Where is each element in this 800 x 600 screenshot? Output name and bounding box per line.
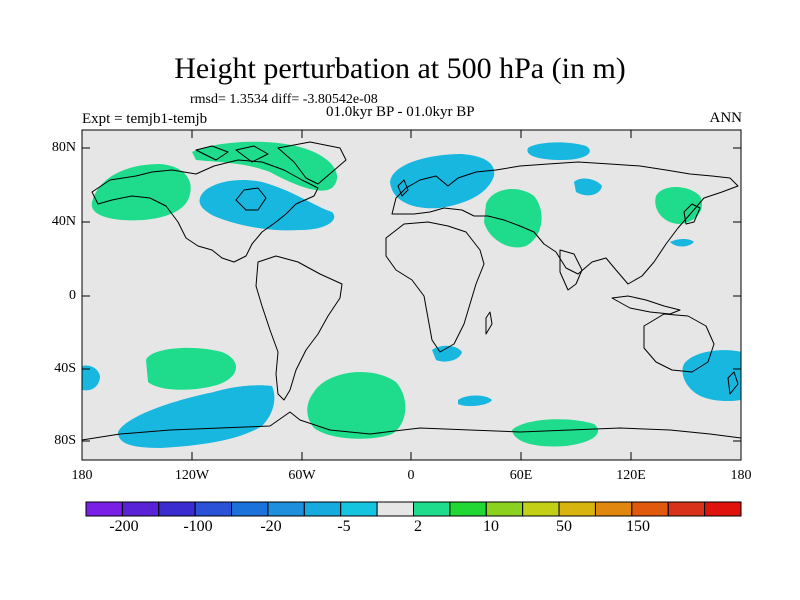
colorbar-label: 2 bbox=[414, 518, 422, 535]
anomaly-middle-east bbox=[484, 189, 542, 248]
coast-japan bbox=[683, 203, 701, 225]
coast-hudson-bay bbox=[235, 187, 267, 211]
colorbar-box bbox=[449, 501, 487, 517]
colorbar-box bbox=[340, 501, 378, 517]
coast-new-zealand bbox=[727, 371, 739, 395]
coast-india bbox=[559, 249, 583, 291]
anomaly-japan bbox=[655, 187, 702, 224]
colorbar-box bbox=[704, 501, 742, 517]
anomaly-south-indian-small bbox=[458, 395, 492, 407]
colorbar-box bbox=[376, 501, 415, 517]
colorbar-box bbox=[231, 501, 269, 517]
colorbar-box bbox=[667, 501, 706, 517]
coast-south-america bbox=[255, 255, 343, 401]
anomaly-tasman bbox=[682, 350, 741, 402]
anomaly-indian-south bbox=[512, 419, 599, 447]
colorbar-box bbox=[594, 501, 633, 517]
anomaly-greenland bbox=[192, 141, 338, 191]
lon-label: 120W bbox=[174, 468, 210, 483]
colorbar-label: 10 bbox=[483, 518, 499, 535]
coast-greenland bbox=[277, 141, 347, 185]
coast-north-america bbox=[91, 159, 319, 263]
colorbar-label: -5 bbox=[337, 518, 351, 535]
colorbar bbox=[85, 501, 742, 517]
lon-label: 180 bbox=[730, 468, 752, 483]
coast-australia bbox=[643, 313, 715, 373]
colorbar-box bbox=[413, 501, 451, 517]
positive-anomalies bbox=[91, 141, 702, 447]
colorbar-box bbox=[631, 501, 669, 517]
colorbar-label: -20 bbox=[260, 518, 282, 535]
lon-label: 180 bbox=[71, 468, 93, 483]
anomaly-south-africa bbox=[432, 345, 462, 362]
colorbar-box bbox=[158, 501, 196, 517]
coast-arctic-islands bbox=[195, 145, 269, 163]
stats-text: rmsd= 1.3534 diff= -3.80542e-08 bbox=[190, 92, 378, 107]
season-label: ANN bbox=[709, 110, 743, 126]
colorbar-label: 150 bbox=[626, 518, 650, 535]
lat-label: 40N bbox=[51, 214, 76, 229]
coastlines bbox=[81, 141, 742, 441]
lat-label: 80N bbox=[51, 140, 76, 155]
colorbar-box bbox=[85, 501, 123, 517]
coast-antarctica bbox=[81, 411, 742, 441]
lon-label: 0 bbox=[407, 468, 415, 483]
axis-ticks bbox=[82, 130, 741, 460]
anomaly-west-pacific-south bbox=[82, 365, 100, 391]
colorbar-label: -200 bbox=[109, 518, 139, 535]
negative-anomalies bbox=[82, 142, 741, 448]
anomaly-arctic bbox=[527, 142, 590, 160]
lon-label: 120E bbox=[616, 468, 646, 483]
colorbar-box bbox=[522, 501, 560, 517]
experiment-label: Expt = temjb1-temjb bbox=[82, 111, 208, 127]
anomaly-north-america bbox=[199, 179, 335, 231]
coast-madagascar bbox=[485, 311, 493, 335]
coast-uk bbox=[397, 179, 409, 197]
lat-label: 40S bbox=[54, 361, 76, 376]
anomaly-south-pacific bbox=[146, 347, 237, 390]
colorbar-box bbox=[303, 501, 342, 517]
colorbar-box bbox=[121, 501, 160, 517]
colorbar-label: 50 bbox=[556, 518, 572, 535]
coast-indonesia bbox=[611, 295, 681, 315]
plot-title: Height perturbation at 500 hPa (in m) bbox=[174, 52, 626, 85]
colorbar-box bbox=[267, 501, 305, 517]
colorbar-label: -100 bbox=[183, 518, 213, 535]
anomaly-south-atlantic bbox=[307, 371, 406, 439]
anomaly-southern-ocean-pacific-upper bbox=[214, 385, 269, 420]
lat-label: 80S bbox=[54, 433, 76, 448]
lon-label: 60E bbox=[509, 468, 533, 483]
coast-africa bbox=[385, 221, 485, 353]
colorbar-box bbox=[485, 501, 524, 517]
lat-label: 0 bbox=[69, 288, 76, 303]
anomaly-siberia bbox=[574, 178, 602, 196]
lon-label: 60W bbox=[288, 468, 316, 483]
subtitle: 01.0kyr BP - 01.0kyr BP bbox=[326, 104, 475, 120]
colorbar-box bbox=[558, 501, 596, 517]
anomaly-north-pacific bbox=[670, 239, 694, 247]
colorbar-box bbox=[194, 501, 233, 517]
